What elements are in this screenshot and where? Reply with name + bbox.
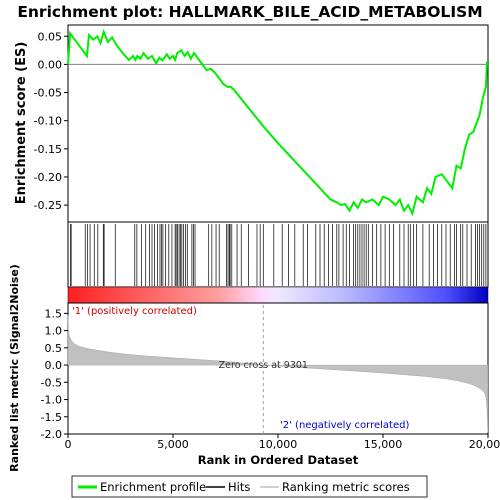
es-y-tick-label: -0.05 <box>34 87 62 100</box>
es-y-tick-label: -0.15 <box>34 143 62 156</box>
es-y-tick-label: 0.00 <box>38 58 63 71</box>
es-y-tick-label: 0.05 <box>38 30 63 43</box>
hits-panel <box>67 221 489 288</box>
metric-y-axis-label: Ranked list metric (Signal2Noise) <box>8 264 21 472</box>
es-y-axis-label: Enrichment score (ES) <box>14 42 29 205</box>
metric-y-tick-label: -1.5 <box>41 411 62 424</box>
es-y-tick-label: -0.25 <box>34 199 62 212</box>
metric-y-tick-label: 1.5 <box>45 307 63 320</box>
x-tick-label: 0 <box>65 438 72 451</box>
es-y-tick-label: -0.10 <box>34 115 62 128</box>
legend-label-metric: Ranking metric scores <box>282 480 410 494</box>
legend-label-enrichment: Enrichment profile <box>100 480 206 494</box>
positive-correlation-label: '1' (positively correlated) <box>72 306 197 317</box>
x-tick-label: 10,000 <box>259 438 298 451</box>
x-tick-label: 20,000 <box>469 438 500 451</box>
legend-frame <box>71 475 428 498</box>
rank-color-bar <box>68 287 488 303</box>
metric-y-tick-label: -0.5 <box>41 376 62 389</box>
x-axis-ticks: 0 5,000 10,000 15,000 20,000 <box>65 434 500 451</box>
hits-panel-frame <box>67 221 489 288</box>
metric-panel: Zero cross at 9301 '1' (positively corre… <box>41 302 500 451</box>
negative-correlation-label: '2' (negatively correlated) <box>280 420 409 431</box>
es-y-axis-ticks: 0.05 0.00 -0.05 -0.10 -0.15 -0.20 -0.25 <box>34 30 68 212</box>
metric-y-tick-label: -1.0 <box>41 394 62 407</box>
legend-label-hits: Hits <box>228 480 250 494</box>
metric-y-tick-label: -2.0 <box>41 428 62 441</box>
enrichment-profile-line <box>67 28 488 217</box>
es-y-tick-label: -0.20 <box>34 171 62 184</box>
ranking-metric-area <box>67 315 489 433</box>
hit-marks <box>70 224 487 286</box>
metric-y-tick-label: 1.0 <box>45 325 63 338</box>
x-tick-label: 15,000 <box>364 438 403 451</box>
metric-y-tick-label: 0.0 <box>45 359 63 372</box>
legend: Enrichment profile Hits Ranking metric s… <box>71 475 428 498</box>
x-axis-label: Rank in Ordered Dataset <box>198 453 359 467</box>
metric-y-tick-label: 0.5 <box>45 342 63 355</box>
x-tick-label: 5,000 <box>157 438 189 451</box>
es-panel: 0.05 0.00 -0.05 -0.10 -0.15 -0.20 -0.25 <box>34 24 489 223</box>
chart-title: Enrichment plot: HALLMARK_BILE_ACID_META… <box>17 3 482 21</box>
zero-cross-label: Zero cross at 9301 <box>219 360 308 371</box>
metric-y-axis-ticks: 1.5 1.0 0.5 0.0 -0.5 -1.0 -1.5 -2.0 <box>41 307 68 441</box>
